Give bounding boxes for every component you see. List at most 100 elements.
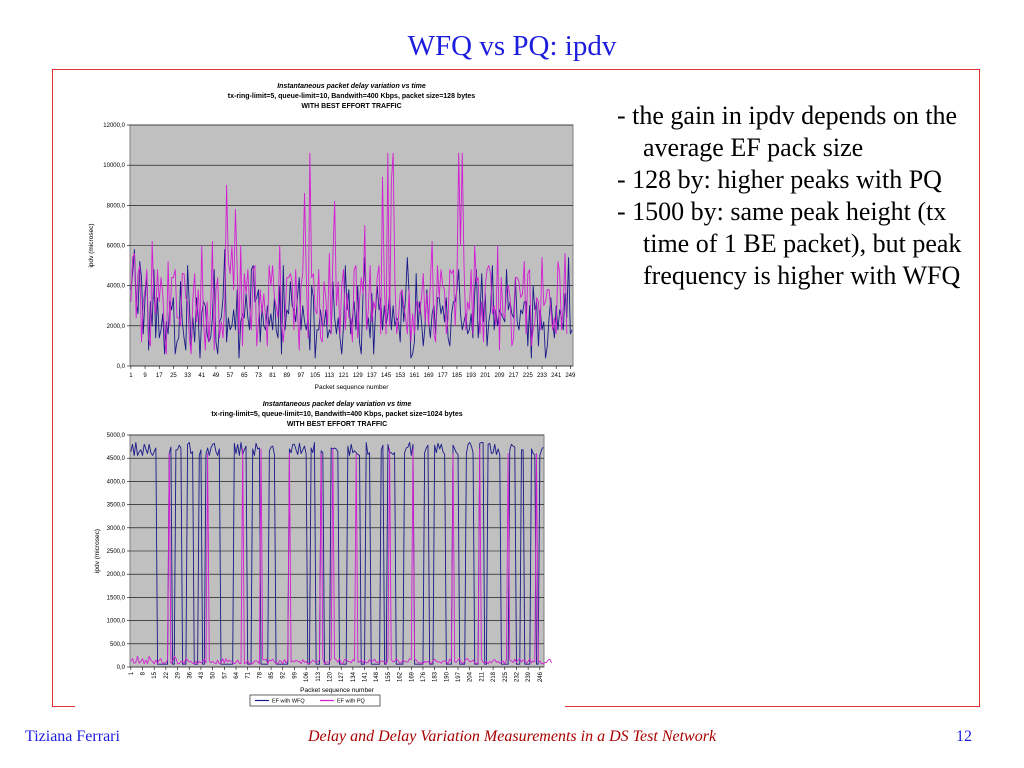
x-tick-label: 155 xyxy=(386,671,392,682)
x-tick-label: 106 xyxy=(304,671,310,682)
x-tick-label: 99 xyxy=(292,671,298,678)
x-tick-label: 169 xyxy=(409,671,415,682)
x-tick-label: 33 xyxy=(184,373,191,379)
y-tick-label: 4000,0 xyxy=(107,284,126,290)
x-tick-label: 241 xyxy=(551,373,562,379)
x-tick-label: 148 xyxy=(374,671,380,682)
legend-label: EF with WFQ xyxy=(272,699,305,705)
x-tick-label: 185 xyxy=(452,373,463,379)
chart-subtitle: tx-ring-limit=5, queue-limit=10, Bandwit… xyxy=(211,411,462,418)
x-tick-label: 43 xyxy=(199,671,205,678)
y-tick-label: 6000,0 xyxy=(107,244,126,250)
x-tick-label: 120 xyxy=(327,671,333,682)
x-axis-label: Packet sequence number xyxy=(315,384,390,391)
x-tick-label: 57 xyxy=(222,671,228,678)
x-tick-label: 177 xyxy=(438,373,449,379)
x-tick-label: 134 xyxy=(351,671,357,682)
x-tick-label: 49 xyxy=(213,373,220,379)
x-tick-label: 105 xyxy=(310,373,321,379)
series-line-2 xyxy=(130,448,552,665)
chart-title: Instantaneous packet delay variation vs … xyxy=(277,83,426,90)
bullet-item: - 128 by: higher peaks with PQ xyxy=(617,165,942,194)
x-tick-label: 190 xyxy=(444,671,450,682)
x-tick-label: 1 xyxy=(129,373,133,379)
x-tick-label: 161 xyxy=(409,373,420,379)
x-tick-label: 193 xyxy=(466,373,477,379)
x-tick-label: 50 xyxy=(211,671,217,678)
x-tick-label: 92 xyxy=(281,671,287,678)
x-tick-label: 218 xyxy=(491,671,497,682)
x-tick-label: 121 xyxy=(339,373,350,379)
y-tick-label: 5000,0 xyxy=(107,433,126,439)
x-tick-label: 197 xyxy=(456,671,462,682)
legend-label: EF with PQ xyxy=(337,699,366,705)
x-tick-label: 9 xyxy=(143,373,147,379)
x-tick-label: 246 xyxy=(538,671,544,682)
y-tick-label: 500,0 xyxy=(110,642,126,648)
y-tick-label: 1000,0 xyxy=(107,619,126,625)
y-tick-label: 3500,0 xyxy=(107,503,126,509)
legend-box xyxy=(249,694,381,707)
chart-subtitle: WITH BEST EFFORT TRAFFIC xyxy=(287,421,387,428)
y-tick-label: 4000,0 xyxy=(107,479,126,485)
x-tick-label: 141 xyxy=(363,671,369,682)
x-tick-label: 183 xyxy=(433,671,439,682)
y-tick-label: 2500,0 xyxy=(107,549,126,555)
bullet-list: - the gain in ipdv depends on the averag… xyxy=(617,100,987,292)
chart-subtitle: tx-ring-limit=5, queue-limit=10, Bandwit… xyxy=(228,93,476,100)
series-line-1 xyxy=(130,441,544,665)
x-tick-label: 127 xyxy=(339,671,345,682)
x-tick-label: 8 xyxy=(141,671,147,675)
y-tick-label: 10000,0 xyxy=(103,163,125,169)
footer-presentation-title: Delay and Delay Variation Measurements i… xyxy=(307,728,717,745)
x-tick-label: 225 xyxy=(503,671,509,682)
y-tick-label: 0,0 xyxy=(117,665,126,671)
x-tick-label: 57 xyxy=(227,373,234,379)
x-tick-label: 65 xyxy=(241,373,248,379)
x-tick-label: 232 xyxy=(514,671,520,682)
x-tick-label: 71 xyxy=(246,671,252,678)
x-tick-label: 169 xyxy=(424,373,435,379)
x-tick-label: 233 xyxy=(537,373,548,379)
x-tick-label: 41 xyxy=(198,373,205,379)
chart-1024-bytes-panel: Instantaneous packet delay variation vs … xyxy=(75,396,565,708)
x-tick-label: 129 xyxy=(353,373,364,379)
x-tick-label: 85 xyxy=(269,671,275,678)
x-tick-label: 249 xyxy=(565,373,576,379)
x-tick-label: 153 xyxy=(395,373,406,379)
x-tick-label: 1 xyxy=(129,671,135,675)
y-tick-label: 3000,0 xyxy=(107,526,126,532)
x-tick-label: 29 xyxy=(176,671,182,678)
x-tick-label: 64 xyxy=(234,671,240,678)
y-tick-label: 8000,0 xyxy=(107,203,126,209)
y-axis-label: ipdv (microsec) xyxy=(88,223,95,267)
y-tick-label: 4500,0 xyxy=(107,456,126,462)
x-tick-label: 239 xyxy=(526,671,532,682)
chart-128-bytes-panel: Instantaneous packet delay variation vs … xyxy=(75,78,585,396)
x-tick-label: 137 xyxy=(367,373,378,379)
x-axis-label: Packet sequence number xyxy=(300,687,375,694)
x-tick-label: 36 xyxy=(187,671,193,678)
x-tick-label: 73 xyxy=(255,373,262,379)
x-tick-label: 22 xyxy=(164,671,170,678)
x-tick-label: 17 xyxy=(156,373,163,379)
x-tick-label: 97 xyxy=(298,373,305,379)
x-tick-label: 162 xyxy=(398,671,404,682)
y-tick-label: 2000,0 xyxy=(107,324,126,330)
chart-subtitle: WITH BEST EFFORT TRAFFIC xyxy=(301,103,401,110)
bullet-item: - the gain in ipdv depends on the averag… xyxy=(617,101,958,162)
x-tick-label: 81 xyxy=(269,373,276,379)
footer-page-number: 12 xyxy=(956,728,972,745)
x-tick-label: 89 xyxy=(283,373,290,379)
x-tick-label: 145 xyxy=(381,373,392,379)
ipdv-chart-128-bytes: Instantaneous packet delay variation vs … xyxy=(88,83,576,391)
x-tick-label: 176 xyxy=(421,671,427,682)
y-tick-label: 12000,0 xyxy=(103,123,125,129)
x-tick-label: 15 xyxy=(152,671,158,678)
ipdv-chart-1024-bytes: Instantaneous packet delay variation vs … xyxy=(94,401,552,707)
slide-title: WFQ vs PQ: ipdv xyxy=(407,30,617,62)
x-tick-label: 204 xyxy=(468,671,474,682)
y-tick-label: 0,0 xyxy=(117,364,126,370)
x-tick-label: 225 xyxy=(523,373,534,379)
series-line-2 xyxy=(130,152,568,355)
